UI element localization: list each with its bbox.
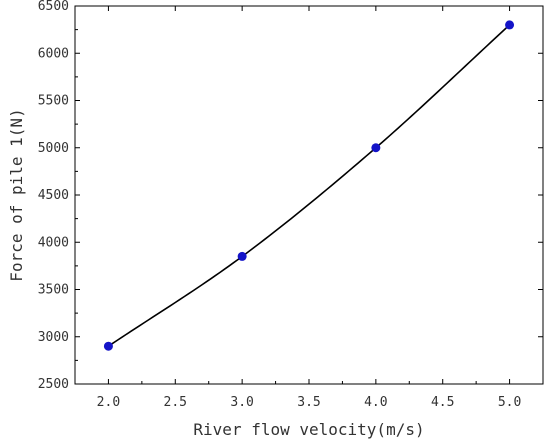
x-tick-label: 2.5 [164,395,187,410]
data-point [103,341,113,351]
data-point [237,251,247,261]
y-tick-label: 3500 [38,283,69,298]
data-point [371,143,381,153]
x-tick-label: 4.0 [364,395,387,410]
y-tick-label: 5500 [38,94,69,109]
data-point [505,20,515,30]
x-axis: 2.0 2.5 3.0 3.5 4.0 4.5 5.0 [97,6,521,410]
x-axis-title: River flow velocity(m/s) [193,420,424,439]
x-tick-label: 3.5 [297,395,320,410]
y-tick-label: 5000 [38,141,69,156]
x-tick-label: 3.0 [230,395,253,410]
x-tick-label: 5.0 [498,395,521,410]
series-curve [107,24,511,347]
y-tick-label: 6000 [38,46,69,61]
y-tick-label: 3000 [38,330,69,345]
y-tick-label: 4500 [38,188,69,203]
y-tick-label: 6500 [38,0,69,14]
data-points [103,20,515,351]
y-tick-label: 2500 [38,377,69,392]
y-tick-label: 4000 [38,235,69,250]
x-tick-label: 2.0 [97,395,120,410]
y-axis-title: Force of pile 1(N) [7,108,26,281]
x-tick-label: 4.5 [431,395,454,410]
plot-frame [74,5,544,385]
y-axis: 2500 3000 3500 4000 4500 5000 5500 6000 6500 [38,0,543,392]
